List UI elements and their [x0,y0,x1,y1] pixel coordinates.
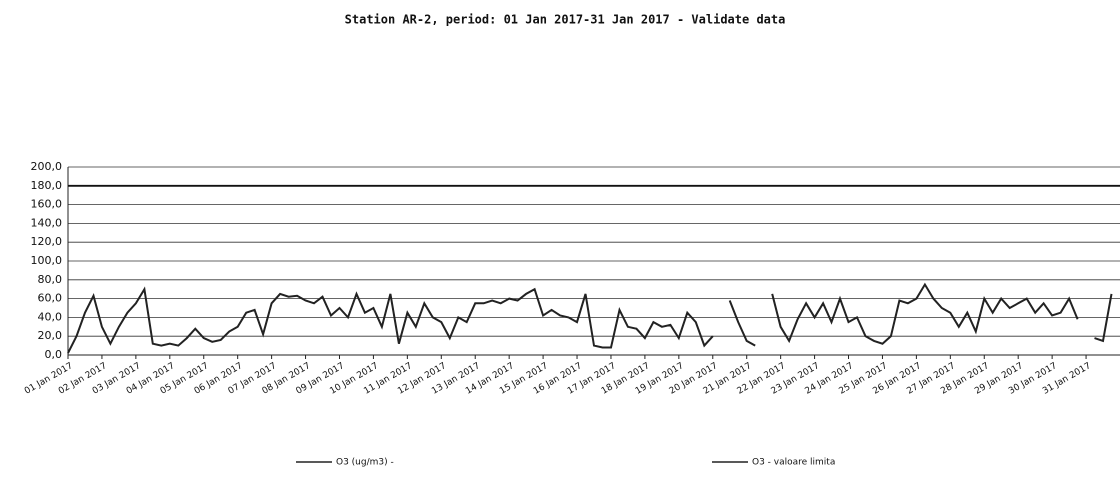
y-tick-label: 120,0 [31,235,63,248]
y-tick-label: 180,0 [31,179,63,192]
chart-title: Station AR-2, period: 01 Jan 2017-31 Jan… [345,13,786,27]
legend-label: O3 - valoare limita [752,458,835,468]
y-tick-label: 20,0 [38,329,63,342]
y-tick-label: 160,0 [31,198,63,211]
y-tick-label: 140,0 [31,216,63,229]
y-tick-label: 40,0 [38,310,63,323]
y-tick-label: 200,0 [31,160,63,173]
y-tick-label: 0,0 [45,348,63,361]
data-line [67,282,1113,354]
y-tick-label: 100,0 [31,254,63,267]
y-tick-label: 60,0 [38,292,63,305]
legend-label: O3 (ug/m3) - [336,458,394,468]
y-tick-label: 80,0 [38,273,63,286]
